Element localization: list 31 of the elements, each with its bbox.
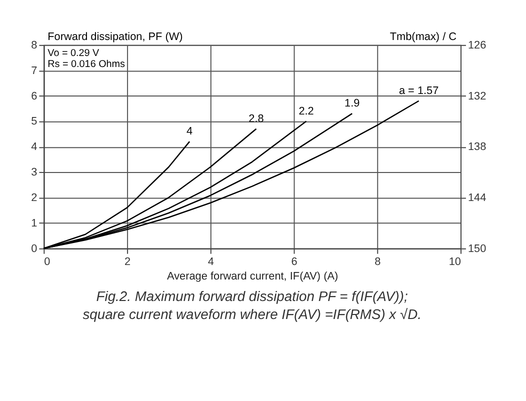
x-tick-label: 10 (448, 256, 461, 268)
series-label: a = 1.57 (398, 84, 439, 97)
y-tick-label: 5 (31, 116, 38, 128)
x-tick-label: 8 (374, 256, 381, 268)
x-tick-label: 4 (208, 256, 214, 268)
y-tick-label: 7 (31, 64, 38, 77)
y2-tick-label: 132 (468, 90, 486, 102)
y-tick-label: 8 (31, 39, 38, 52)
text: square current waveform where IF(AV) =IF(RMS) x √D. (82, 306, 422, 322)
y2-tick-label: 126 (468, 39, 486, 52)
y-tick-label: 2 (31, 192, 38, 204)
series-label: 2.2 (298, 105, 314, 118)
x-tick-label: 0 (44, 256, 50, 268)
y2-tick-label: 138 (468, 141, 486, 154)
y2-tick-label: 144 (468, 192, 486, 204)
y-axis-title: Forward dissipation, PF (W) (48, 30, 183, 43)
y-tick-label: 4 (31, 141, 38, 154)
y2-tick-label: 150 (468, 242, 486, 255)
annotation: Rs = 0.016 Ohms (48, 58, 126, 70)
x-tick-label: 6 (291, 256, 298, 268)
x-tick-label: 2 (124, 256, 131, 268)
y-tick-label: 3 (31, 166, 38, 179)
y-tick-label: 6 (31, 90, 38, 102)
caption: Fig.2. Maximum forward dissipation PF = f(IF(AV)); (96, 288, 408, 304)
y-tick-label: 0 (31, 242, 38, 255)
annotation: Vo = 0.29 V (48, 48, 100, 59)
x-axis-title: Average forward current, IF(AV) (A) (167, 270, 338, 283)
series-label: 1.9 (344, 98, 360, 110)
y-tick-label: 1 (31, 217, 38, 230)
y2-axis-title: Tmb(max) / C (390, 30, 457, 43)
series-label: 4 (186, 126, 193, 138)
